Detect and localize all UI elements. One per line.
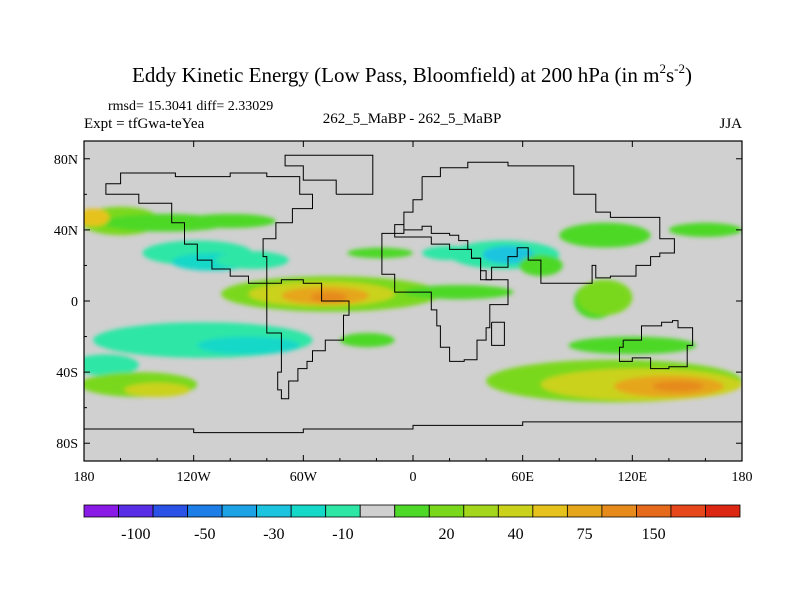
title-close-paren: ) <box>685 63 692 87</box>
y-tick-label: 40S <box>56 366 78 381</box>
colorbar-swatch <box>497 504 534 518</box>
contour-region-22 <box>197 336 300 355</box>
colorbar-swatch <box>325 504 361 518</box>
colorbar-label: -100 <box>121 526 150 543</box>
x-tick-label: 120E <box>618 470 648 485</box>
contour-region-6 <box>215 251 289 269</box>
x-axis: 180 120W 60W 0 60E 120E 180 <box>74 141 753 485</box>
contour-region-23 <box>84 354 139 376</box>
x-tick-label: 60W <box>290 470 318 485</box>
colorbar-swatch <box>566 504 603 518</box>
colorbar-swatch <box>705 504 741 518</box>
coastline-2 <box>266 279 350 400</box>
colorbar-swatch <box>359 504 396 518</box>
experiment-label: Expt = tfGwa-teYea <box>84 116 205 132</box>
colorbar-swatch <box>152 504 188 518</box>
y-tick-label: 0 <box>71 295 78 310</box>
coastline-layer <box>84 154 742 434</box>
contour-region-17 <box>559 222 651 248</box>
coastline-0 <box>394 161 675 284</box>
contour-region-26 <box>339 333 395 348</box>
colorbar-swatch <box>428 504 465 518</box>
contour-region-12 <box>347 247 413 259</box>
title-unit-s: s <box>666 63 674 87</box>
contour-region-30 <box>652 381 704 392</box>
x-tick-label: 180 <box>732 470 753 485</box>
chart-title: Eddy Kinetic Energy (Low Pass, Bloomfiel… <box>132 61 692 87</box>
colorbar-swatch <box>463 504 499 518</box>
title-sup-1: 2 <box>659 61 666 76</box>
y-tick-label: 80N <box>54 153 78 168</box>
stats-text: rmsd= 15.3041 diff= 2.33029 <box>108 99 273 114</box>
contour-region-3 <box>184 213 276 229</box>
subtitle: 262_5_MaBP - 262_5_MaBP <box>323 111 502 127</box>
map-plot: 180 120W 60W 0 60E 120E 180 80N 40N 0 40S 80S <box>54 140 753 485</box>
contour-region-20 <box>577 279 633 316</box>
contour-region-31 <box>568 336 697 355</box>
coastline-1 <box>381 232 509 362</box>
y-axis: 80N 40N 0 40S 80S <box>54 153 742 452</box>
x-tick-label: 0 <box>410 470 417 485</box>
colorbar-label: 20 <box>439 526 455 543</box>
coastline-6 <box>491 321 505 346</box>
contour-region-10 <box>310 292 348 303</box>
colorbar-label: -10 <box>332 526 353 543</box>
x-tick-label: 120W <box>177 470 212 485</box>
x-tick-label: 180 <box>74 470 95 485</box>
y-tick-label: 80S <box>56 437 78 452</box>
season-label: JJA <box>719 116 742 132</box>
colorbar-swatch <box>256 504 292 518</box>
colorbar-swatch <box>601 504 637 518</box>
colorbar-label: 40 <box>508 526 524 543</box>
colorbar: -100 -50 -30 -10 20 40 75 150 <box>83 504 741 543</box>
coastline-7 <box>84 421 742 434</box>
y-tick-label: 40N <box>54 224 78 239</box>
colorbar-label: 150 <box>642 526 666 543</box>
colorbar-swatch <box>636 504 672 518</box>
coastline-4 <box>105 172 313 284</box>
colorbar-swatch <box>532 504 568 518</box>
contour-region-2 <box>84 208 110 227</box>
contour-region-15 <box>482 245 534 264</box>
colorbar-label: -30 <box>263 526 284 543</box>
colorbar-swatch <box>290 504 327 518</box>
coastline-5 <box>619 320 694 370</box>
colorbar-swatch <box>394 504 430 518</box>
colorbar-swatch <box>83 504 119 518</box>
title-sup-2: -2 <box>674 61 685 76</box>
colorbar-label: 75 <box>577 526 593 543</box>
colorbar-swatch <box>221 504 258 518</box>
colorbar-swatch <box>118 504 154 518</box>
colorbar-swatch <box>670 504 706 518</box>
contour-region-18 <box>668 222 742 237</box>
colorbar-label: -50 <box>194 526 215 543</box>
coastline-3 <box>284 154 374 195</box>
contour-region-25 <box>124 382 191 397</box>
x-tick-label: 60E <box>511 470 534 485</box>
colorbar-swatch <box>187 504 223 518</box>
